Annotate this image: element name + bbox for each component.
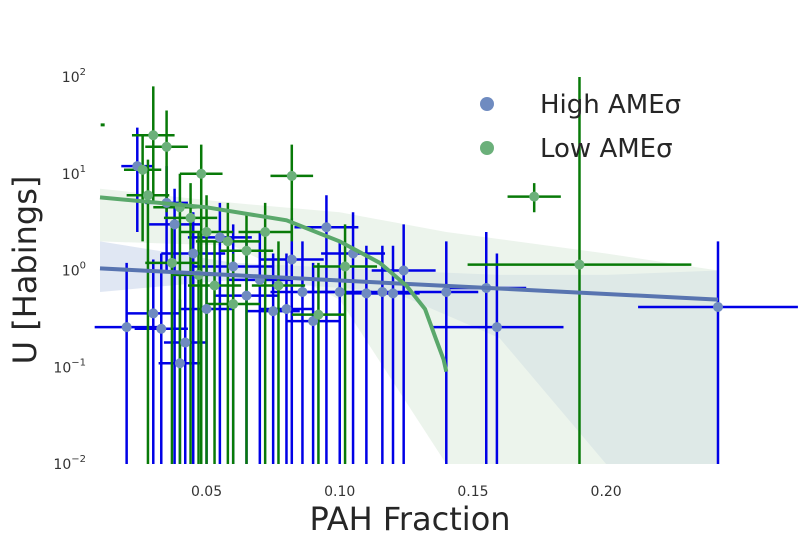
point-s0-p9	[214, 232, 225, 243]
x-tick-label-1: 0.10	[324, 484, 355, 500]
point-s0-p18	[321, 222, 332, 233]
y-axis-label: U [Habings]	[6, 176, 44, 365]
point-s0-p22	[377, 286, 388, 297]
data-points	[121, 130, 723, 369]
point-s0-p10	[228, 261, 239, 272]
point-s0-p21	[361, 288, 372, 299]
confidence-bands	[100, 188, 718, 464]
fit-lines	[99, 195, 719, 373]
x-tick-label-0: 0.05	[191, 484, 222, 500]
x-axis-label: PAH Fraction	[309, 500, 510, 533]
point-s1-p10	[241, 245, 252, 256]
point-s1-p9	[222, 236, 233, 247]
point-s0-p1	[148, 308, 159, 319]
point-s0-p25	[441, 286, 452, 297]
point-s1-p20	[273, 280, 284, 291]
y-tick-label-2: 100	[62, 261, 86, 280]
legend-label-high: High AMEσ	[540, 90, 681, 120]
x-tick-label-2: 0.15	[457, 484, 488, 500]
point-s0-p4	[156, 323, 167, 334]
point-s0-p7	[169, 219, 180, 230]
legend-marker-high	[480, 97, 494, 111]
point-s0-p3	[180, 337, 191, 348]
point-s1-p2	[137, 164, 148, 175]
legend: High AMEσ Low AMEσ	[480, 90, 681, 164]
point-s1-p17	[340, 261, 351, 272]
fit-line-0	[99, 266, 719, 302]
point-s0-p5	[201, 304, 212, 315]
confidence-band-1	[100, 188, 718, 464]
point-s1-p1	[161, 141, 172, 152]
point-s1-p0	[148, 130, 159, 141]
legend-label-low: Low AMEσ	[540, 134, 673, 164]
point-s0-p28	[713, 301, 723, 312]
point-s0-p23	[388, 288, 399, 299]
y-axis-ticks: 10−2 10−1 100 101 102	[53, 67, 86, 473]
x-tick-label-3: 0.20	[591, 484, 622, 500]
y-tick-label-3: 101	[62, 164, 86, 183]
point-s0-p0	[121, 322, 132, 333]
point-s0-p2	[174, 358, 185, 369]
point-s0-p14	[281, 304, 292, 315]
point-s1-p19	[574, 259, 585, 270]
fit-line-1	[99, 195, 449, 373]
point-s1-p12	[166, 257, 177, 268]
point-s1-p8	[201, 226, 212, 237]
point-s1-p4	[286, 170, 297, 181]
point-s1-p7	[185, 212, 196, 223]
point-s0-p24	[398, 265, 409, 276]
y-tick-label-4: 102	[62, 67, 86, 86]
point-s0-p13	[268, 306, 279, 317]
point-s1-p11	[260, 226, 271, 237]
y-tick-label-1: 10−1	[53, 357, 86, 376]
point-s1-p3	[196, 168, 207, 179]
point-s0-p11	[241, 290, 252, 301]
point-s1-p5	[142, 190, 153, 201]
point-s1-p14	[209, 280, 220, 291]
point-s0-p15	[286, 254, 297, 265]
point-s1-p18	[529, 191, 540, 202]
y-tick-label-0: 10−2	[53, 454, 86, 473]
point-s0-p27	[491, 322, 502, 333]
point-s0-p8	[188, 248, 199, 259]
point-s1-p16	[313, 309, 324, 320]
point-s0-p16	[297, 286, 308, 297]
legend-marker-low	[480, 141, 494, 155]
x-axis-ticks: 0.05 0.10 0.15 0.20	[191, 484, 622, 500]
point-s1-p15	[228, 299, 239, 310]
point-s0-p19	[334, 286, 345, 297]
